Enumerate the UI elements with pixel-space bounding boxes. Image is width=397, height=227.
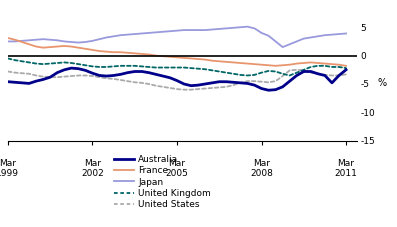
Text: Mar
2002: Mar 2002 [81,159,104,178]
Text: Mar
2005: Mar 2005 [166,159,189,178]
Text: Mar
2008: Mar 2008 [250,159,273,178]
Legend: Australia, France, Japan, United Kingdom, United States: Australia, France, Japan, United Kingdom… [110,151,215,213]
Y-axis label: %: % [377,78,386,88]
Text: Mar
2011: Mar 2011 [335,159,357,178]
Text: Mar
1999: Mar 1999 [0,159,19,178]
